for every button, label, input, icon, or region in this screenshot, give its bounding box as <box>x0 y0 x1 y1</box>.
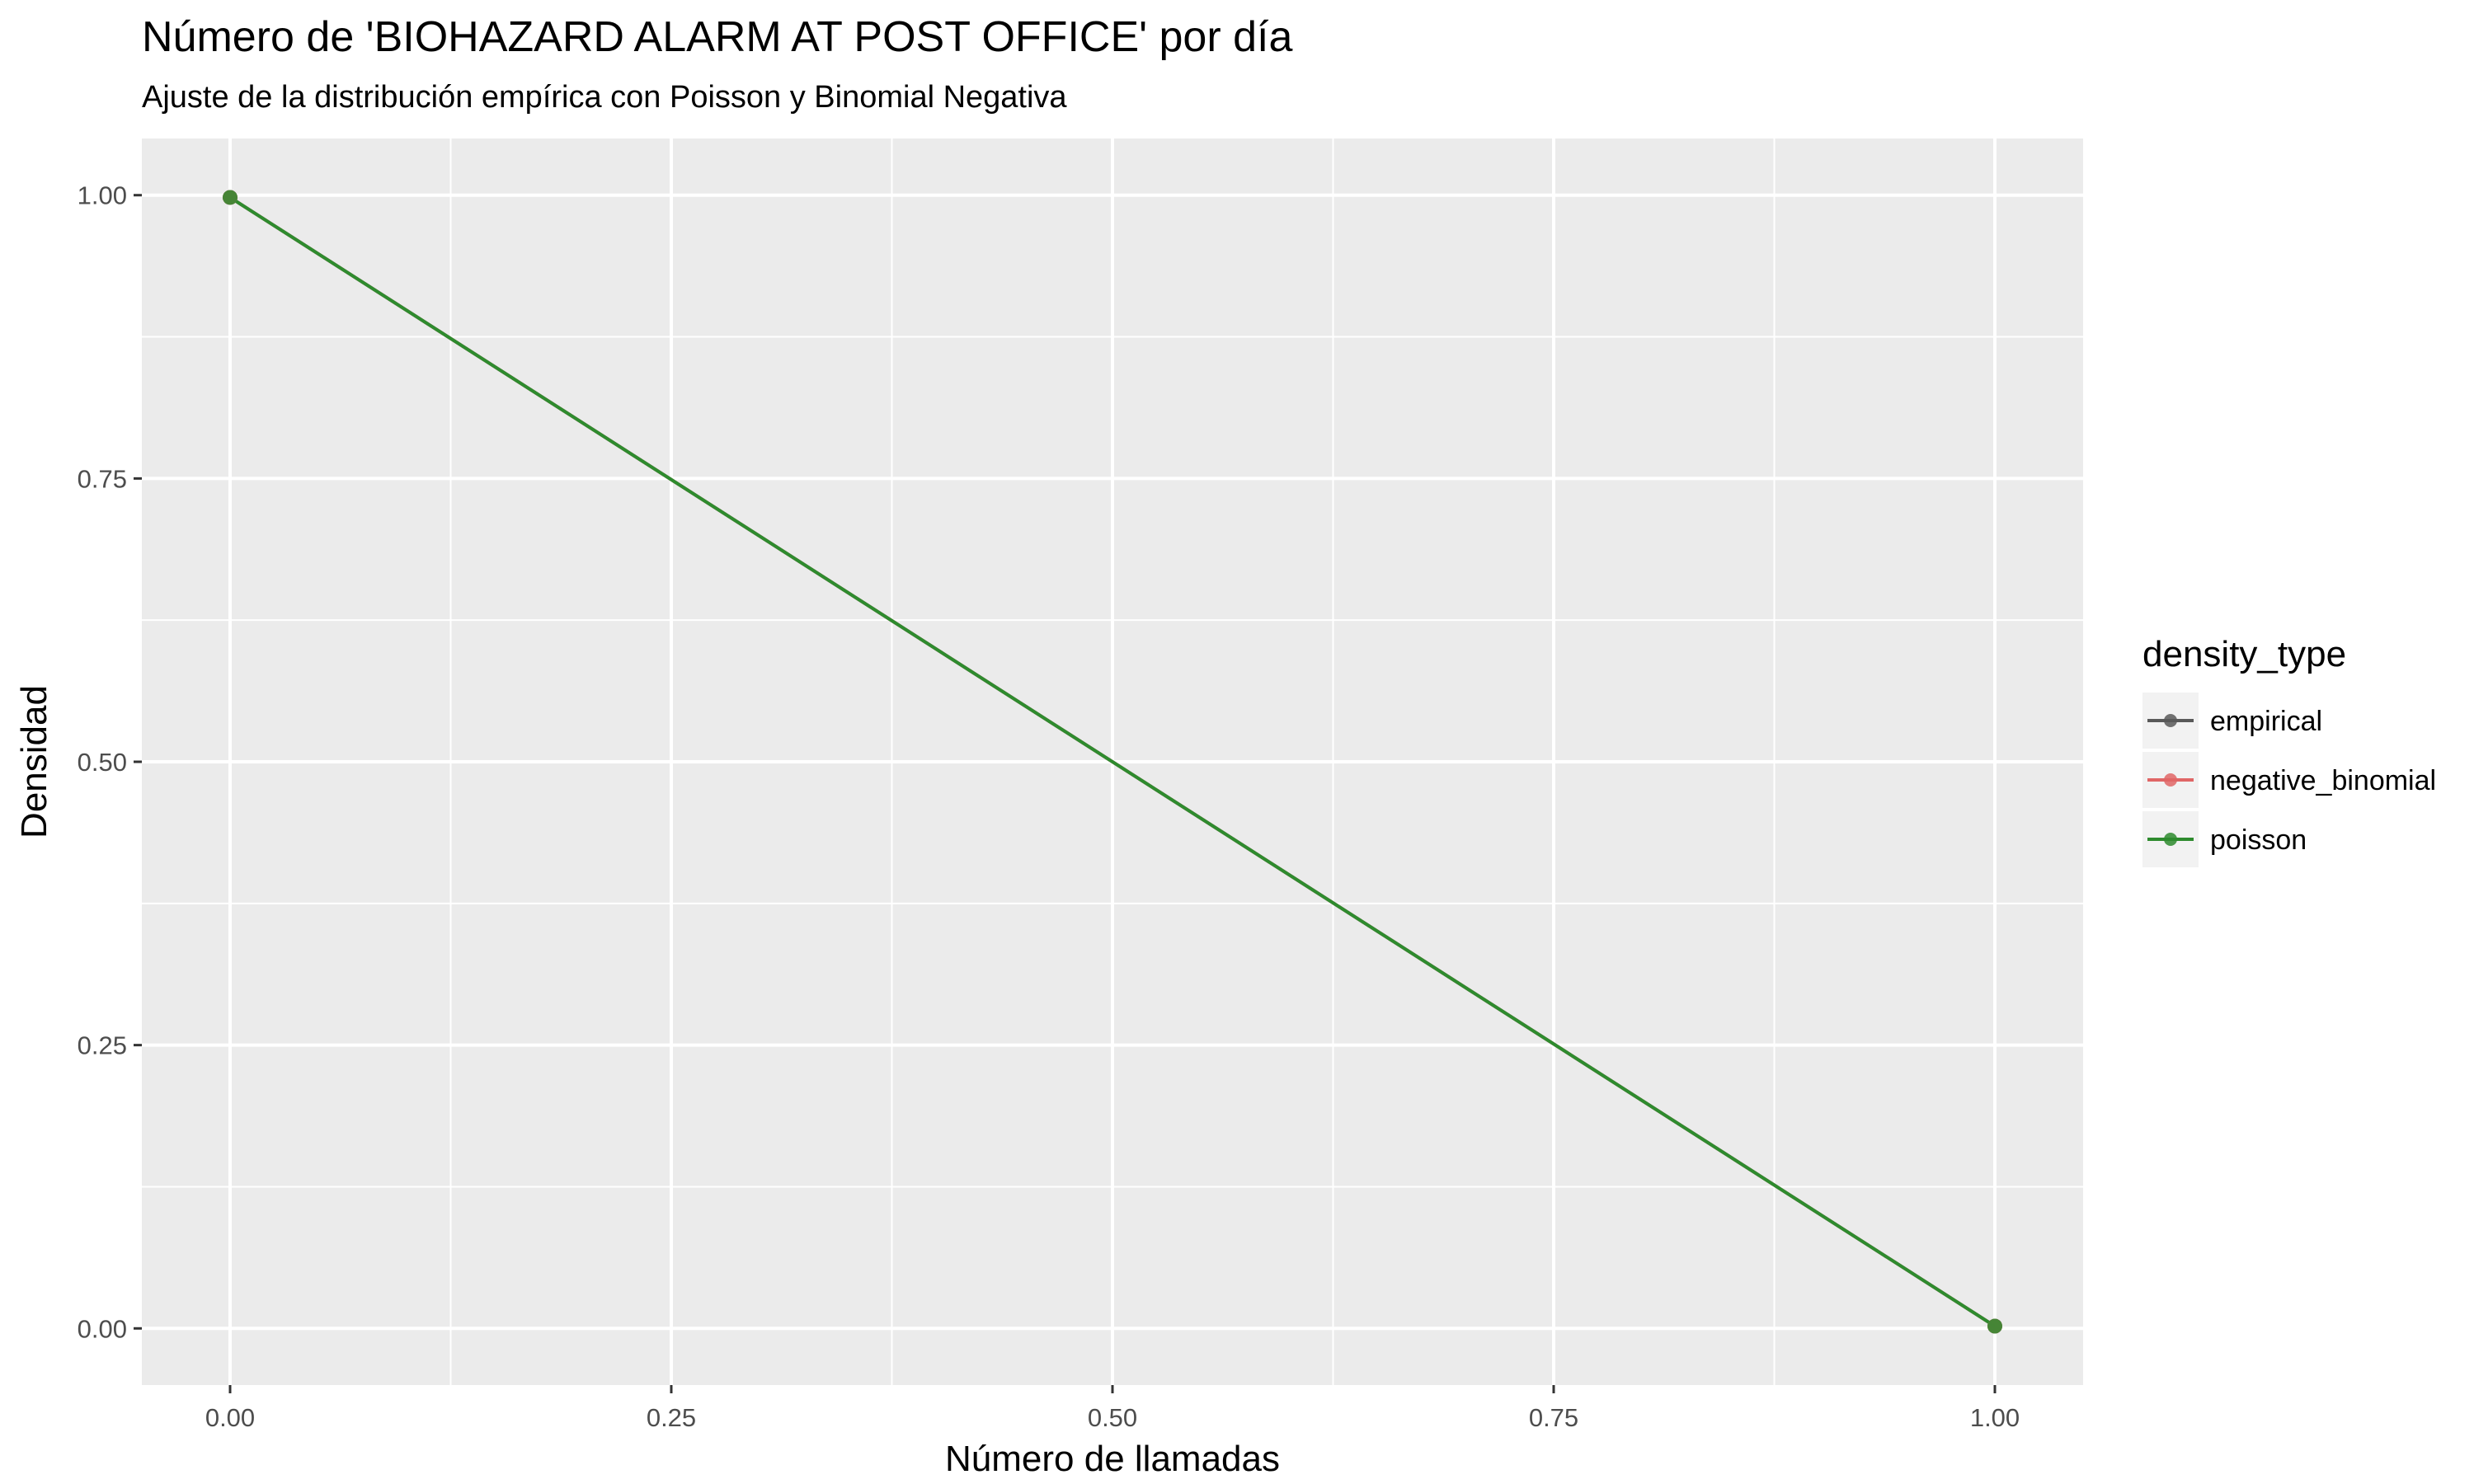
series-line-poisson <box>228 195 1997 1328</box>
legend-label-poisson: poisson <box>2210 824 2307 856</box>
legend-key-point <box>2164 773 2177 787</box>
legend-title: density_type <box>2142 634 2346 674</box>
y-tick-label: 0.75 <box>78 464 127 493</box>
series-point-poisson <box>1987 1318 2002 1334</box>
chart-title: Número de 'BIOHAZARD ALARM AT POST OFFIC… <box>142 13 1292 61</box>
legend: density_type empirical negative_binomialp… <box>2142 634 2436 867</box>
chart-subtitle: Ajuste de la distribución empírica con P… <box>142 80 1067 115</box>
x-tick-label: 0.50 <box>1088 1403 1137 1432</box>
series-point-poisson <box>223 190 238 205</box>
y-tick-label: 0.00 <box>78 1314 127 1343</box>
x-axis-title: Número de llamadas <box>945 1439 1280 1479</box>
y-tick-label: 0.25 <box>78 1031 127 1060</box>
legend-label-negative_binomial: negative_binomial <box>2210 765 2436 796</box>
x-axis: 0.00 0.25 0.50 0.75 1.00 <box>205 1385 2020 1432</box>
x-tick-label: 1.00 <box>1970 1403 2020 1432</box>
x-tick-label: 0.75 <box>1529 1403 1578 1432</box>
legend-key-point <box>2164 833 2177 846</box>
series-layer <box>223 190 2002 1334</box>
x-tick-label: 0.25 <box>647 1403 696 1432</box>
y-axis-title: Densidad <box>14 685 54 838</box>
y-axis: 0.00 0.25 0.50 0.75 1.00 <box>78 181 142 1343</box>
y-tick-label: 1.00 <box>78 181 127 210</box>
legend-label-empirical: empirical <box>2210 706 2322 737</box>
y-tick-label: 0.50 <box>78 748 127 777</box>
legend-key-point <box>2164 714 2177 727</box>
x-tick-label: 0.00 <box>205 1403 255 1432</box>
